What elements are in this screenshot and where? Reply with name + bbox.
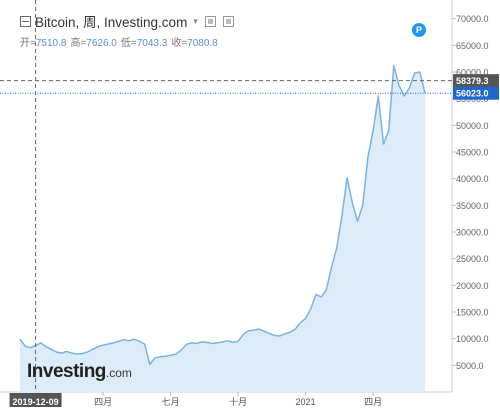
y-tick-label: 30000.0 <box>456 228 489 238</box>
chevron-down-icon[interactable]: ▾ <box>193 15 198 26</box>
x-tick-label: 2021 <box>296 397 316 407</box>
collapse-icon[interactable] <box>20 15 31 27</box>
settings-icon[interactable] <box>204 15 216 27</box>
chart-header: Bitcoin, 周, Investing.com ▾ 开=7510.8 高=7… <box>20 11 234 49</box>
y-tick-label: 5000.0 <box>456 361 484 371</box>
y-tick-label: 45000.0 <box>456 148 489 158</box>
last-price-label: 56023.0 <box>456 89 489 99</box>
y-tick-label: 25000.0 <box>456 254 489 264</box>
ohlc-high: 高=7626.0 <box>70 38 117 49</box>
x-tick-label: 四月 <box>364 397 382 407</box>
y-tick-label: 15000.0 <box>456 308 489 318</box>
hide-icon[interactable] <box>222 15 234 27</box>
y-tick-label: 40000.0 <box>456 174 489 184</box>
crosshair-x-label-bg <box>9 393 62 407</box>
last-price-label-bg <box>453 86 499 100</box>
crosshair-y-label: 58379.3 <box>456 76 489 86</box>
ohlc-low: 低=7043.3 <box>120 38 168 49</box>
investing-logo: Investing.com <box>27 361 132 382</box>
y-axis-panel <box>452 0 500 413</box>
y-tick-label: 20000.0 <box>456 281 489 291</box>
crosshair-y-label-bg <box>453 74 499 88</box>
ohlc-readout: 开=7510.8 高=7626.0 低=7043.3 收=7080.8 <box>20 34 234 49</box>
y-tick-label: 50000.0 <box>456 121 489 131</box>
price-alert-badge[interactable]: P <box>412 23 426 37</box>
y-tick-label: 10000.0 <box>456 334 489 344</box>
ohlc-open: 开=7510.8 <box>20 38 67 49</box>
ohlc-close: 收=7080.8 <box>171 38 218 49</box>
series-area-fill <box>20 65 425 392</box>
chart-title: Bitcoin, 周, Investing.com <box>35 15 188 30</box>
y-tick-label: 70000.0 <box>456 14 489 24</box>
y-tick-label: 35000.0 <box>456 201 489 211</box>
chart-title-row: Bitcoin, 周, Investing.com ▾ <box>20 11 234 31</box>
x-tick-label: 七月 <box>162 397 180 407</box>
x-tick-label: 十月 <box>229 396 247 407</box>
y-tick-label: 60000.0 <box>456 68 489 78</box>
x-tick-label: 四月 <box>94 397 112 407</box>
series-line <box>19 64 426 366</box>
crosshair-x-label: 2019-12-09 <box>13 397 59 407</box>
y-tick-label: 65000.0 <box>456 41 489 51</box>
